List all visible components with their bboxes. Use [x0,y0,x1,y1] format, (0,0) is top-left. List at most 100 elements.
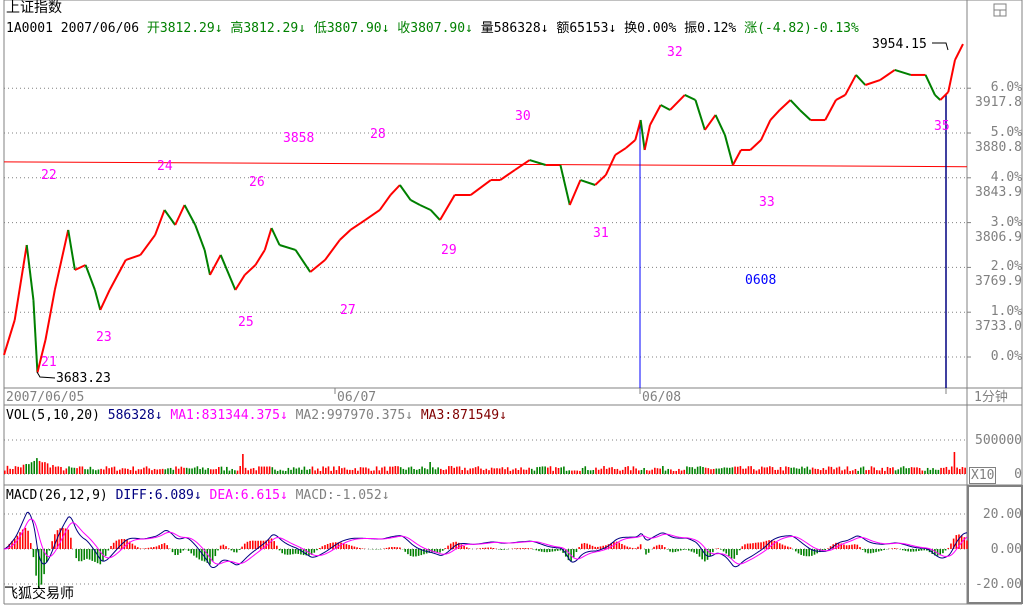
volume-bar [60,466,62,474]
volume-bar [169,467,172,474]
price-segment [649,104,662,126]
volume-bar [300,469,303,474]
low-marker-label: 3683.23 [56,371,111,386]
volume-bar [506,467,509,474]
price-segment [84,264,96,291]
low-price: 低3807.90↓ [313,21,390,36]
macd-axis-label: -20.00 [975,577,1022,592]
volume-bar [536,467,538,474]
volume-bar [902,466,905,474]
price-segment [429,209,441,221]
price-segment [270,227,281,246]
volume-bar [624,466,627,474]
volume-bar [349,469,351,474]
volume-bar [514,468,517,474]
volume-bar [766,467,768,474]
volume-bar [761,466,763,474]
volume-bar [857,470,859,474]
period-selector[interactable]: 1分钟 [974,390,1008,405]
volume-bar [453,467,455,474]
volume-bar [627,466,629,474]
annotation-label: 26 [249,175,265,190]
price-line [3,43,964,373]
price-axis-price: 3880.8 [975,140,1022,155]
price-segment [108,259,127,291]
price-segment [714,114,726,136]
volume-bar [910,467,913,474]
open-price: 开3812.29↓ [146,21,223,36]
volume-bar [539,466,541,474]
price-segment [3,319,16,356]
price-axis-price: 3806.9 [975,229,1022,245]
volume-bar [587,470,589,474]
volume-bar [563,466,565,474]
price-segment [99,289,111,311]
volume-bar [276,470,279,474]
volume-bar [255,470,258,474]
macd-plot [3,511,968,589]
macd-dea: DEA:6.615↓ [209,488,288,503]
volume-bar [565,470,568,474]
volume-bar [568,470,571,474]
volume-bar [65,468,68,474]
volume-bar [950,466,953,474]
volume-bar [498,468,501,474]
volume-bar [124,468,126,474]
volume-bar [70,467,73,474]
price-segment [639,119,646,151]
volume-bar [9,468,11,474]
volume-bar [236,470,239,474]
volume-bar [354,468,357,474]
volume-bar [597,469,600,474]
volume-bar [399,467,402,474]
price-axis-pct: 3.0% [990,214,1022,230]
price-segment [799,109,812,121]
volume-bar [207,468,209,474]
volume-bar [450,466,453,474]
vol-multiplier-button[interactable]: X10 [969,467,997,484]
volume-bar [643,467,645,474]
volume-bar [413,469,415,474]
volume-bar [956,467,958,474]
volume-bar [14,466,17,474]
volume-bar [707,468,710,474]
volume-bar [605,468,608,474]
volume-bar [341,468,343,474]
volume-bar [386,470,389,474]
volume-bar [868,469,870,474]
volume-bar [908,468,910,474]
price-segment [865,79,881,86]
volume-bar [335,470,338,474]
volume-bar [691,467,694,474]
volume-bar [333,466,335,474]
volume-bar [244,467,247,474]
volume-bar [549,466,552,474]
price-axis-pct: 0.0% [990,349,1022,364]
volume-bar [704,467,707,474]
volume-bar [937,469,940,474]
volume-bar [52,465,54,474]
volume-bar [319,470,322,474]
volume-bar [728,467,731,474]
volume-bar [231,468,233,474]
volume-bar [311,466,314,474]
volume-bar [629,470,632,474]
volume-bar [81,466,84,474]
volume-bar [188,468,191,474]
volume-bar [884,470,886,474]
price-segment [894,69,912,76]
volume-bar [226,466,228,474]
volume-bar [36,458,38,474]
price-segment [294,249,312,273]
volume-bar [488,470,490,474]
volume-bar [113,466,116,474]
volume-bar [429,462,431,474]
volume-bar [683,469,686,474]
volume-bar [228,470,231,474]
volume-bar [215,469,217,474]
price-axis-price: 3769.9 [975,274,1022,290]
volume-bar [533,470,536,474]
amount-value: 额65153↓ [556,21,617,36]
annotation-label: 3858 [283,131,315,146]
